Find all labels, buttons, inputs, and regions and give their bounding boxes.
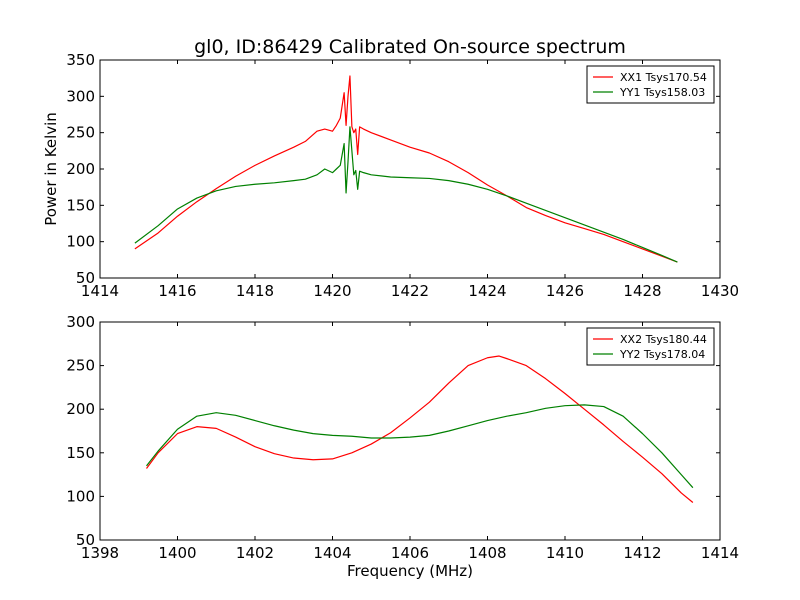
x-tick-label: 1410: [546, 544, 584, 562]
y-tick-label: 250: [66, 124, 95, 142]
x-tick-label: 1402: [236, 544, 274, 562]
x-tick-label: 1422: [391, 282, 429, 300]
x-tick-label: 1414: [81, 282, 119, 300]
x-tick-label: 1398: [81, 544, 119, 562]
x-axis-label: Frequency (MHz): [347, 562, 473, 580]
subplot-1: 1414 1416 1418 1420 1422 1424 1426 1428 1430 50 10…: [42, 51, 739, 300]
y-tick-label: 150: [66, 444, 95, 462]
x-tick-label: 1408: [468, 544, 506, 562]
y-tick-label: 50: [76, 269, 95, 287]
x-tick-label: 1416: [158, 282, 196, 300]
y-tick-label: 300: [66, 313, 95, 331]
x-tick-label: 1414: [701, 544, 739, 562]
series-line-2-1: [146, 355, 694, 503]
legend-label: XX2 Tsys180.44: [620, 333, 707, 346]
x-tick-label: 1400: [158, 544, 196, 562]
y-tick-label: 250: [66, 357, 95, 375]
legend-label: XX1 Tsys170.54: [620, 71, 707, 84]
series-line-1-1: [134, 75, 678, 263]
legend-box: [586, 65, 715, 104]
series-line-1-2: [134, 126, 678, 263]
x-tick-label: 1428: [623, 282, 661, 300]
x-tick-label: 1412: [623, 544, 661, 562]
y-axis-label: Power in Kelvin: [42, 112, 60, 226]
y-tick-label: 100: [66, 487, 95, 505]
y-tick-label: 200: [66, 160, 95, 178]
chart-title: gl0, ID:86429 Calibrated On-source spect…: [194, 36, 626, 58]
y-tick-label: 350: [66, 51, 95, 69]
y-tick-label: 150: [66, 196, 95, 214]
x-tick-label: 1404: [313, 544, 351, 562]
x-tick-label: 1430: [701, 282, 739, 300]
x-tick-label: 1424: [468, 282, 506, 300]
y-tick-label: 300: [66, 87, 95, 105]
y-tick-label: 100: [66, 233, 95, 251]
x-tick-label: 1418: [236, 282, 274, 300]
legend-label: YY2 Tsys178.04: [619, 348, 705, 361]
x-tick-label: 1426: [546, 282, 584, 300]
x-tick-label: 1420: [313, 282, 351, 300]
y-tick-label: 50: [76, 531, 95, 549]
legend-label: YY1 Tsys158.03: [619, 86, 705, 99]
subplot-2: 1398 1400 1402 1404 1406 1408 1410 1412 1414 50 10…: [66, 313, 739, 580]
series-line-2-2: [146, 404, 694, 489]
x-tick-label: 1406: [391, 544, 429, 562]
legend-box: [586, 327, 715, 366]
y-tick-label: 200: [66, 400, 95, 418]
